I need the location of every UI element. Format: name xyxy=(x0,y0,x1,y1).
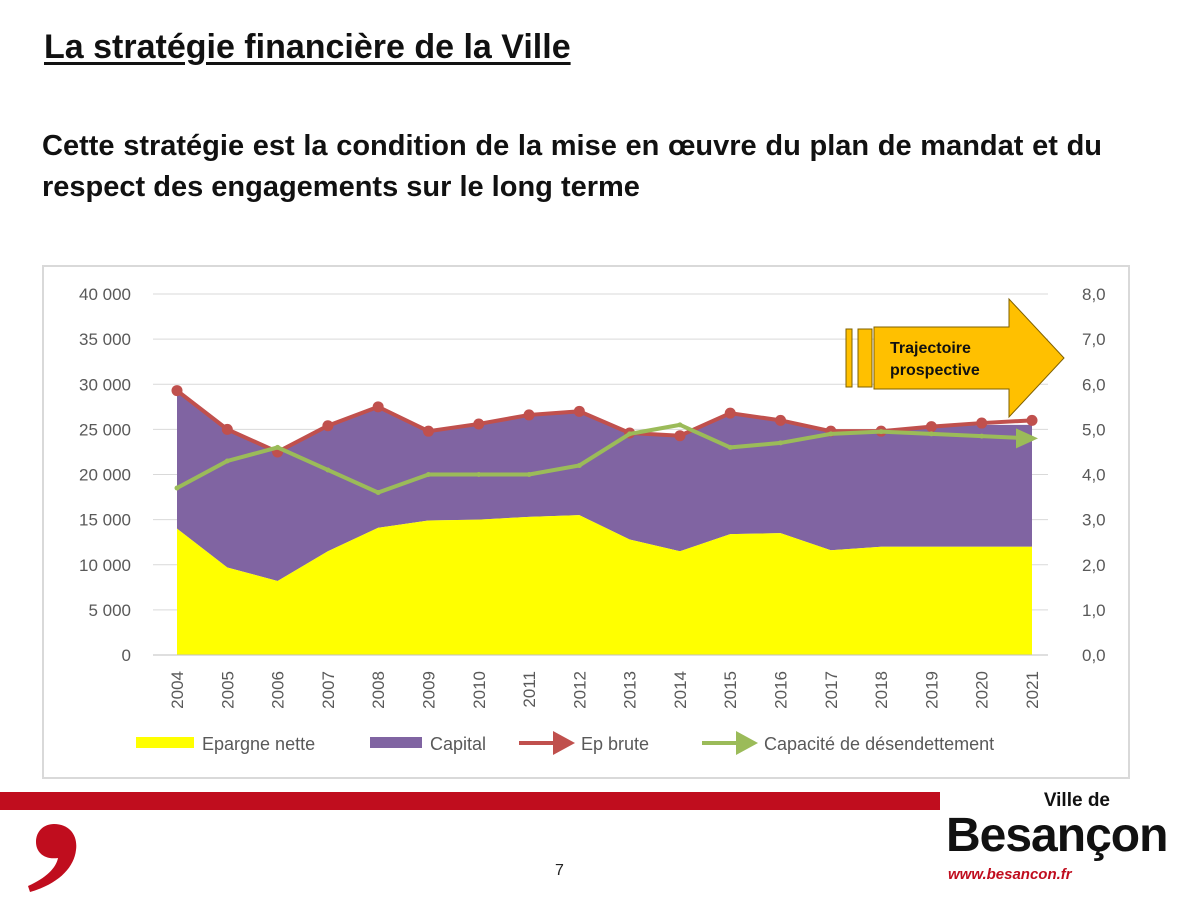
footer-red-bar xyxy=(0,792,940,810)
capacite-point xyxy=(727,444,733,450)
ep-brute-point xyxy=(724,407,736,419)
ep-brute-point xyxy=(1026,414,1038,426)
capacite-point xyxy=(576,462,582,468)
y-left-tick-label: 40 000 xyxy=(79,285,131,304)
y-right-tick-label: 7,0 xyxy=(1082,330,1106,349)
y-right-tick-label: 4,0 xyxy=(1082,466,1106,485)
besancon-logo: Ville de Besançon www.besancon.fr xyxy=(940,790,1168,890)
capital-area xyxy=(177,392,1032,581)
ep-brute-point xyxy=(925,421,937,433)
ep-brute-point xyxy=(523,409,535,421)
legend-arrowhead xyxy=(736,731,758,755)
ep-brute-point xyxy=(422,425,434,437)
y-left-tick-label: 20 000 xyxy=(79,466,131,485)
capacite-point xyxy=(375,490,381,496)
x-tick-label: 2010 xyxy=(470,671,489,709)
y-left-tick-label: 25 000 xyxy=(79,420,131,439)
legend-arrowhead xyxy=(553,731,575,755)
ep-brute-point xyxy=(473,418,485,430)
x-tick-label: 2016 xyxy=(772,671,791,709)
y-left-tick-label: 10 000 xyxy=(79,556,131,575)
prospective-bar-2 xyxy=(857,328,873,388)
ep-brute-point xyxy=(775,414,787,426)
x-tick-label: 2018 xyxy=(872,671,891,709)
logo-besancon: Besançon xyxy=(946,809,1168,862)
prospective-arrow xyxy=(873,297,1065,419)
ep-brute-point xyxy=(322,420,334,432)
x-tick-label: 2017 xyxy=(822,671,841,709)
x-tick-label: 2021 xyxy=(1023,671,1042,709)
capacite-point xyxy=(878,429,884,435)
capacite-line xyxy=(176,422,1033,495)
legend-swatch xyxy=(136,737,194,748)
prospective-bar-1 xyxy=(845,328,853,388)
x-tick-label: 2015 xyxy=(721,671,740,709)
capacite-point xyxy=(425,472,431,477)
x-tick-label: 2014 xyxy=(671,671,690,709)
slide-subtitle: Cette stratégie est la condition de la m… xyxy=(42,130,1102,203)
y-right-tick-label: 8,0 xyxy=(1082,285,1106,304)
x-tick-label: 2019 xyxy=(922,671,941,709)
x-tick-label: 2006 xyxy=(269,671,288,709)
logo-url: www.besancon.fr xyxy=(948,866,1072,883)
capacite-point xyxy=(828,431,834,437)
capacite-point xyxy=(325,467,331,473)
chart-frame: 0 5 000 10 000 15 000 20 000 25 000 30 000 35 0… xyxy=(42,265,1130,779)
page-number: 7 xyxy=(555,862,564,879)
besancon-comma-icon xyxy=(28,824,77,892)
y-right-tick-label: 0,0 xyxy=(1082,646,1106,665)
capacite-point xyxy=(275,444,281,450)
ep-brute-point xyxy=(221,423,233,435)
capacite-point xyxy=(224,458,230,464)
y-right-tick-label: 5,0 xyxy=(1082,420,1106,439)
slide-title: La stratégie financière de la Ville xyxy=(44,28,571,66)
capacite-point xyxy=(526,472,532,477)
capacite-point xyxy=(928,431,934,437)
y-left-tick-label: 15 000 xyxy=(79,511,131,530)
capacite-point xyxy=(677,422,683,428)
y-left-tick-label: 5 000 xyxy=(88,601,131,620)
ep-brute-point xyxy=(674,430,686,442)
x-tick-label: 2011 xyxy=(520,671,539,708)
capacite-point xyxy=(979,433,985,439)
y-left-tick-label: 30 000 xyxy=(79,375,131,394)
y-right-tick-label: 1,0 xyxy=(1082,601,1106,620)
x-tick-label: 2009 xyxy=(419,671,438,709)
capacite-point xyxy=(778,440,784,446)
legend-label: Epargne nette xyxy=(202,734,315,754)
epargne-nette-area xyxy=(177,515,1032,655)
ep-brute-point xyxy=(372,401,384,413)
ep-brute-point xyxy=(171,385,183,397)
capacite-point xyxy=(476,472,482,477)
annotation-text: Trajectoire xyxy=(890,340,971,357)
x-tick-label: 2008 xyxy=(369,671,388,709)
x-tick-label: 2007 xyxy=(319,671,338,709)
x-tick-label: 2004 xyxy=(168,671,187,709)
financial-chart: 0 5 000 10 000 15 000 20 000 25 000 30 000 35 0… xyxy=(79,285,1106,755)
capacite-point xyxy=(174,485,180,491)
ep-brute-point xyxy=(976,417,988,429)
capacite-point xyxy=(627,431,633,437)
y-right-tick-label: 6,0 xyxy=(1082,375,1106,394)
logo-ville-de: Ville de xyxy=(1043,790,1110,811)
legend-label: Ep brute xyxy=(581,734,649,754)
annotation-text: prospective xyxy=(890,362,980,379)
capacite-arrowhead xyxy=(1016,428,1038,449)
x-tick-label: 2020 xyxy=(973,671,992,709)
x-tick-label: 2012 xyxy=(570,671,589,709)
ep-brute-point xyxy=(573,405,585,417)
y-right-tick-label: 3,0 xyxy=(1082,511,1106,530)
y-right-tick-label: 2,0 xyxy=(1082,556,1106,575)
y-left-tick-label: 0 xyxy=(122,646,131,665)
y-left-tick-label: 35 000 xyxy=(79,330,131,349)
x-tick-label: 2013 xyxy=(621,671,640,709)
legend-label: Capital xyxy=(430,734,486,754)
legend-swatch xyxy=(370,737,422,748)
legend-label: Capacité de désendettement xyxy=(764,734,994,754)
x-tick-label: 2005 xyxy=(218,671,237,709)
